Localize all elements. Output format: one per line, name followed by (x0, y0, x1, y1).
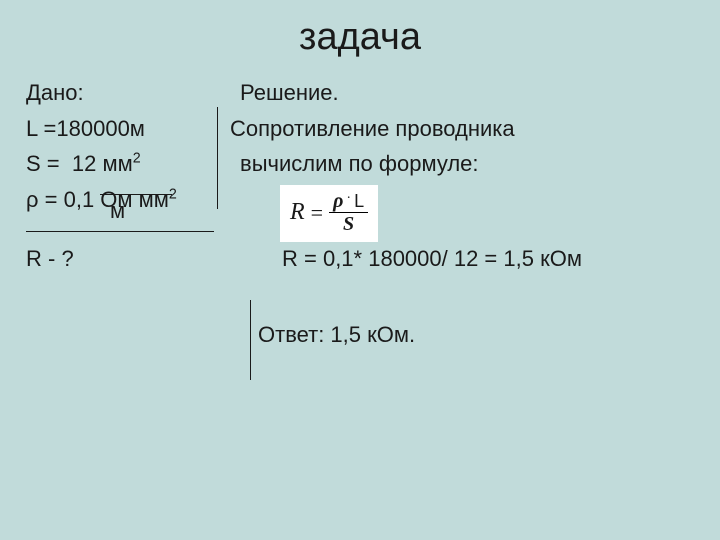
slide: задача Дано: L =180000м S = 12 мм2 ρ = 0… (0, 0, 720, 540)
slide-title: задача (0, 16, 720, 59)
formula: R = ρ · L S (290, 191, 368, 234)
formula-L: L (354, 192, 364, 210)
solution-line2: вычислим по формуле: (240, 149, 700, 179)
solution-calc: R = 0,1* 180000/ 12 = 1,5 кОм (282, 244, 582, 274)
formula-numerator: ρ · L (329, 191, 368, 212)
formula-dot: · (346, 192, 351, 206)
solution-line1: Сопротивление проводника (230, 114, 700, 144)
given-S-sup: 2 (133, 151, 141, 167)
given-L-prefix: L = (26, 116, 56, 141)
formula-rho: ρ (333, 191, 343, 211)
formula-S: S (343, 213, 354, 234)
solution-column: Решение. Сопротивление проводника вычисл… (240, 78, 700, 185)
vline-bottom (250, 300, 251, 380)
given-divider (26, 231, 214, 232)
formula-eq: = (311, 200, 323, 226)
given-S: S = 12 мм2 (26, 149, 216, 179)
given-L-value: 180000м (56, 116, 145, 141)
rho-fraction-bar (100, 194, 172, 195)
formula-R: R (290, 199, 305, 226)
given-L: L =180000м (26, 114, 216, 144)
formula-box: R = ρ · L S (280, 185, 378, 242)
given-header: Дано: (26, 78, 216, 108)
given-question: R - ? (26, 244, 74, 274)
vline-top (217, 107, 218, 209)
formula-fraction: ρ · L S (329, 191, 368, 234)
solution-header: Решение. (240, 78, 700, 108)
solution-answer: Ответ: 1,5 кОм. (258, 320, 415, 350)
given-S-prefix: S = (26, 151, 60, 176)
rho-den: м (110, 196, 125, 226)
given-rho-prefix: ρ = (26, 187, 57, 212)
given-S-value: 12 мм (72, 151, 133, 176)
